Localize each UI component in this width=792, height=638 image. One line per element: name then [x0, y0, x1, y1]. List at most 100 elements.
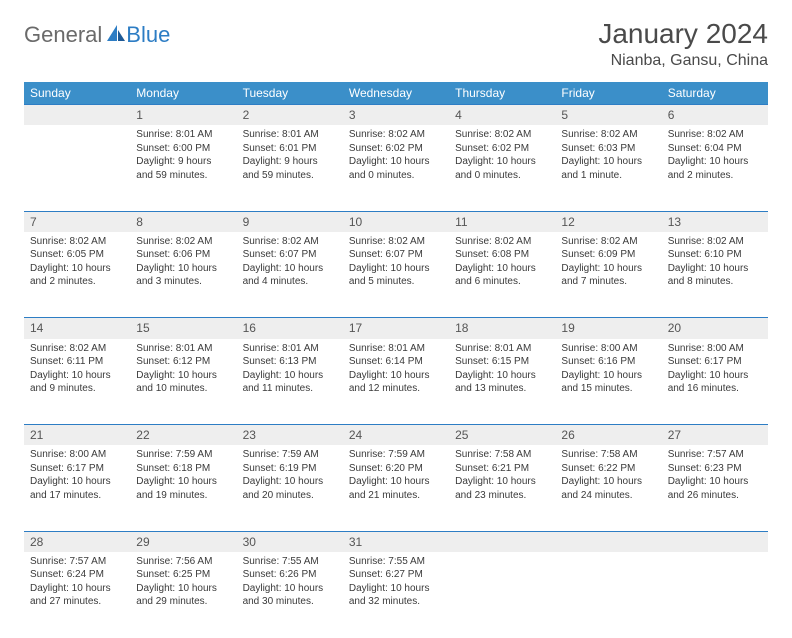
daynum-cell: 17	[343, 318, 449, 339]
sunrise-text: Sunrise: 7:58 AM	[455, 448, 549, 462]
daylight-text: Daylight: 10 hours and 26 minutes.	[668, 475, 762, 502]
daylight-text: Daylight: 10 hours and 0 minutes.	[455, 155, 549, 182]
day-number: 3	[343, 105, 449, 125]
day-cell: Sunrise: 8:02 AMSunset: 6:02 PMDaylight:…	[343, 125, 449, 211]
day-cell: Sunrise: 8:02 AMSunset: 6:07 PMDaylight:…	[343, 232, 449, 318]
sunrise-text: Sunrise: 8:00 AM	[668, 342, 762, 356]
sunrise-text: Sunrise: 7:59 AM	[136, 448, 230, 462]
weekday-header: Thursday	[449, 82, 555, 105]
day-cell	[449, 552, 555, 638]
day-number: 18	[449, 318, 555, 338]
sunrise-text: Sunrise: 8:02 AM	[455, 235, 549, 249]
sunrise-text: Sunrise: 8:02 AM	[668, 128, 762, 142]
sunrise-text: Sunrise: 7:55 AM	[349, 555, 443, 569]
sunset-text: Sunset: 6:22 PM	[561, 462, 655, 476]
sunset-text: Sunset: 6:17 PM	[668, 355, 762, 369]
sunset-text: Sunset: 6:09 PM	[561, 248, 655, 262]
sunset-text: Sunset: 6:14 PM	[349, 355, 443, 369]
day-cell-body: Sunrise: 8:02 AMSunset: 6:02 PMDaylight:…	[449, 125, 555, 188]
location-text: Nianba, Gansu, China	[598, 52, 768, 70]
sunrise-text: Sunrise: 7:55 AM	[243, 555, 337, 569]
daylight-text: Daylight: 10 hours and 3 minutes.	[136, 262, 230, 289]
daynum-cell: 29	[130, 531, 236, 552]
daylight-text: Daylight: 10 hours and 8 minutes.	[668, 262, 762, 289]
day-cell: Sunrise: 8:01 AMSunset: 6:01 PMDaylight:…	[237, 125, 343, 211]
sunrise-text: Sunrise: 7:59 AM	[349, 448, 443, 462]
sunset-text: Sunset: 6:06 PM	[136, 248, 230, 262]
day-cell: Sunrise: 8:01 AMSunset: 6:00 PMDaylight:…	[130, 125, 236, 211]
sunset-text: Sunset: 6:11 PM	[30, 355, 124, 369]
weekday-header: Wednesday	[343, 82, 449, 105]
daynum-row: 21222324252627	[24, 425, 768, 446]
week-row: Sunrise: 8:02 AMSunset: 6:05 PMDaylight:…	[24, 232, 768, 318]
day-cell-body: Sunrise: 7:55 AMSunset: 6:26 PMDaylight:…	[237, 552, 343, 615]
page-title: January 2024	[598, 18, 768, 50]
weekday-header: Saturday	[662, 82, 768, 105]
day-cell-body: Sunrise: 7:59 AMSunset: 6:18 PMDaylight:…	[130, 445, 236, 508]
daynum-cell: 18	[449, 318, 555, 339]
day-cell: Sunrise: 8:02 AMSunset: 6:07 PMDaylight:…	[237, 232, 343, 318]
daylight-text: Daylight: 10 hours and 16 minutes.	[668, 369, 762, 396]
day-cell-body: Sunrise: 7:55 AMSunset: 6:27 PMDaylight:…	[343, 552, 449, 615]
daylight-text: Daylight: 10 hours and 12 minutes.	[349, 369, 443, 396]
day-cell-body: Sunrise: 8:00 AMSunset: 6:17 PMDaylight:…	[662, 339, 768, 402]
sunrise-text: Sunrise: 7:56 AM	[136, 555, 230, 569]
day-cell-body: Sunrise: 8:02 AMSunset: 6:08 PMDaylight:…	[449, 232, 555, 295]
day-cell: Sunrise: 8:01 AMSunset: 6:13 PMDaylight:…	[237, 339, 343, 425]
daynum-cell: 25	[449, 425, 555, 446]
sunset-text: Sunset: 6:24 PM	[30, 568, 124, 582]
daylight-text: Daylight: 10 hours and 19 minutes.	[136, 475, 230, 502]
day-cell-body: Sunrise: 8:00 AMSunset: 6:17 PMDaylight:…	[24, 445, 130, 508]
daynum-cell: 16	[237, 318, 343, 339]
sunrise-text: Sunrise: 8:02 AM	[668, 235, 762, 249]
daynum-row: 28293031	[24, 531, 768, 552]
daynum-cell	[662, 531, 768, 552]
daynum-cell	[449, 531, 555, 552]
logo-text-2: Blue	[126, 22, 170, 48]
day-cell: Sunrise: 8:02 AMSunset: 6:11 PMDaylight:…	[24, 339, 130, 425]
sunrise-text: Sunrise: 8:02 AM	[243, 235, 337, 249]
sunrise-text: Sunrise: 8:00 AM	[561, 342, 655, 356]
daylight-text: Daylight: 10 hours and 15 minutes.	[561, 369, 655, 396]
daynum-cell: 31	[343, 531, 449, 552]
day-number: 4	[449, 105, 555, 125]
day-number	[555, 532, 661, 536]
day-number: 13	[662, 212, 768, 232]
day-cell-body: Sunrise: 8:01 AMSunset: 6:01 PMDaylight:…	[237, 125, 343, 188]
day-number: 19	[555, 318, 661, 338]
day-number: 5	[555, 105, 661, 125]
sunrise-text: Sunrise: 7:57 AM	[668, 448, 762, 462]
day-cell: Sunrise: 8:01 AMSunset: 6:12 PMDaylight:…	[130, 339, 236, 425]
daynum-cell: 15	[130, 318, 236, 339]
daylight-text: Daylight: 10 hours and 7 minutes.	[561, 262, 655, 289]
week-row: Sunrise: 8:00 AMSunset: 6:17 PMDaylight:…	[24, 445, 768, 531]
day-cell-body: Sunrise: 8:01 AMSunset: 6:15 PMDaylight:…	[449, 339, 555, 402]
day-cell: Sunrise: 7:59 AMSunset: 6:20 PMDaylight:…	[343, 445, 449, 531]
daylight-text: Daylight: 10 hours and 9 minutes.	[30, 369, 124, 396]
day-number: 6	[662, 105, 768, 125]
day-number: 9	[237, 212, 343, 232]
sunset-text: Sunset: 6:26 PM	[243, 568, 337, 582]
daynum-cell: 5	[555, 105, 661, 126]
daynum-cell: 7	[24, 211, 130, 232]
daylight-text: Daylight: 10 hours and 32 minutes.	[349, 582, 443, 609]
daynum-cell: 9	[237, 211, 343, 232]
sunrise-text: Sunrise: 8:02 AM	[561, 235, 655, 249]
sunrise-text: Sunrise: 8:01 AM	[136, 128, 230, 142]
sunset-text: Sunset: 6:02 PM	[455, 142, 549, 156]
sunrise-text: Sunrise: 8:02 AM	[561, 128, 655, 142]
sunrise-text: Sunrise: 7:58 AM	[561, 448, 655, 462]
sunset-text: Sunset: 6:10 PM	[668, 248, 762, 262]
sunset-text: Sunset: 6:07 PM	[243, 248, 337, 262]
day-number	[449, 532, 555, 536]
daynum-cell: 22	[130, 425, 236, 446]
day-cell-body: Sunrise: 8:02 AMSunset: 6:11 PMDaylight:…	[24, 339, 130, 402]
day-cell	[662, 552, 768, 638]
day-cell: Sunrise: 7:58 AMSunset: 6:22 PMDaylight:…	[555, 445, 661, 531]
day-cell: Sunrise: 7:57 AMSunset: 6:24 PMDaylight:…	[24, 552, 130, 638]
day-cell-body: Sunrise: 8:02 AMSunset: 6:10 PMDaylight:…	[662, 232, 768, 295]
daynum-cell: 13	[662, 211, 768, 232]
day-number: 10	[343, 212, 449, 232]
daynum-cell: 2	[237, 105, 343, 126]
day-number: 8	[130, 212, 236, 232]
